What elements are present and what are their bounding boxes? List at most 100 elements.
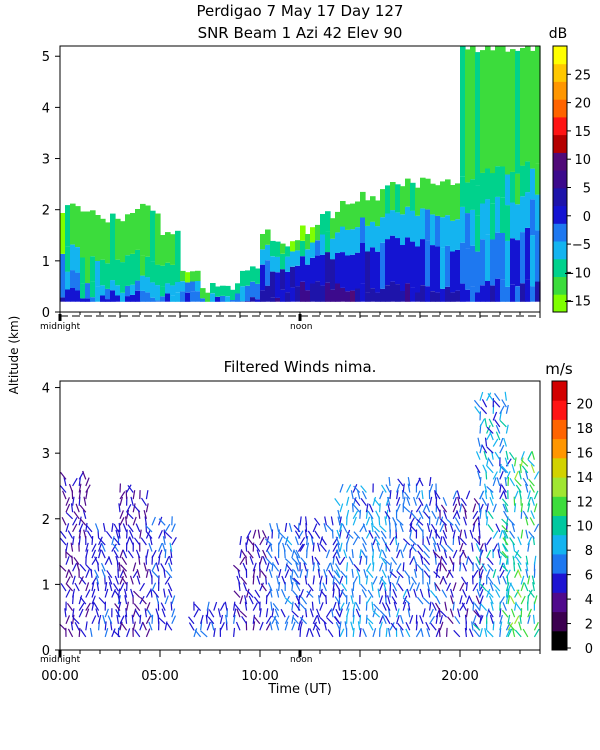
wind-barb <box>403 491 411 500</box>
wind-barb <box>323 523 327 533</box>
snr-heatmap-cell <box>345 255 351 292</box>
wind-barb <box>286 543 293 552</box>
snr-heatmap-cell <box>165 232 171 263</box>
wind-barb <box>499 490 505 500</box>
wind-barb <box>70 621 74 631</box>
snr-heatmap-cell <box>425 178 431 210</box>
wind-barb <box>381 569 387 579</box>
wind-barb <box>371 522 374 532</box>
snr-y-tick-label: 2 <box>42 204 50 219</box>
wind-barb <box>370 516 374 526</box>
wind-barb <box>291 614 295 624</box>
wind-barb <box>522 477 529 487</box>
wind-barb <box>449 523 454 533</box>
wind-barb <box>504 391 507 401</box>
wind-barb <box>477 437 481 447</box>
wind-barb <box>145 602 151 611</box>
wind-barb <box>502 503 507 513</box>
wind-barb <box>320 590 327 598</box>
wind-barb <box>284 621 289 631</box>
wind-barb <box>65 542 69 552</box>
snr-heatmap-cell <box>390 281 396 302</box>
wind-barb <box>119 491 126 500</box>
wind-barb <box>479 595 484 605</box>
wind-barb <box>499 555 502 565</box>
wind-barb <box>151 549 157 559</box>
winds-colorbar-swatch <box>552 553 567 574</box>
wind-barb <box>404 570 411 579</box>
wind-barb <box>409 524 417 533</box>
wind-barb <box>459 537 467 546</box>
wind-barb <box>94 569 100 579</box>
snr-heatmap-cell <box>490 203 496 240</box>
wind-barb <box>479 418 485 428</box>
wind-barb <box>289 575 293 585</box>
snr-heatmap-cell <box>500 166 506 198</box>
wind-barb <box>381 602 387 611</box>
snr-colorbar-swatch <box>553 63 567 82</box>
wind-barb <box>435 614 439 624</box>
wind-barb <box>462 589 467 598</box>
wind-barb <box>514 551 522 559</box>
wind-barb <box>143 509 147 519</box>
wind-barb <box>72 523 78 533</box>
snr-heatmap-cell <box>385 239 391 286</box>
wind-barb <box>351 549 354 559</box>
wind-barb <box>91 549 97 559</box>
wind-barb <box>271 608 275 618</box>
wind-barb <box>104 621 107 631</box>
wind-barb <box>294 530 301 539</box>
snr-heatmap-cell <box>395 184 401 213</box>
wind-barb <box>418 510 424 520</box>
wind-barb <box>392 589 398 598</box>
wind-barb <box>284 562 288 572</box>
x-axis-label: Time (UT) <box>267 682 332 697</box>
wind-barb <box>459 529 463 539</box>
wind-barb <box>353 485 361 493</box>
wind-barb <box>331 608 334 618</box>
wind-barb <box>515 484 522 493</box>
snr-heatmap-cell <box>260 264 266 291</box>
snr-heatmap-cell <box>135 209 141 250</box>
snr-y-tick-label: 1 <box>42 255 50 270</box>
wind-barb <box>65 512 74 520</box>
wind-barb <box>465 490 471 500</box>
wind-barb <box>333 570 341 579</box>
wind-barb <box>140 497 147 507</box>
wind-barb <box>474 603 481 611</box>
wind-barb <box>134 609 141 618</box>
snr-heatmap-cell <box>490 239 496 286</box>
wind-barb <box>132 516 137 526</box>
snr-heatmap-cell <box>455 183 461 220</box>
wind-barb <box>111 543 117 552</box>
snr-heatmap-cell <box>130 254 136 285</box>
wind-barb <box>459 602 466 611</box>
wind-barb <box>517 562 522 572</box>
wind-barb <box>107 615 113 625</box>
wind-barb <box>127 550 134 559</box>
snr-heatmap-cell <box>175 261 181 282</box>
midnight-marker <box>58 314 62 321</box>
snr-heatmap-cell <box>535 194 541 231</box>
wind-barb <box>435 595 441 605</box>
wind-barb <box>415 490 421 500</box>
wind-barb <box>475 563 481 572</box>
snr-heatmap-cell <box>355 252 361 289</box>
wind-barb <box>270 601 273 611</box>
wind-barb <box>495 424 501 434</box>
wind-barb <box>66 602 74 611</box>
wind-barb <box>139 529 142 539</box>
wind-barb <box>332 582 335 592</box>
wind-barb <box>492 543 498 552</box>
wind-barb <box>368 622 374 631</box>
snr-heatmap-cell <box>515 50 521 174</box>
wind-barb <box>164 523 171 533</box>
snr-heatmap-cell <box>200 298 206 302</box>
wind-barb <box>406 497 411 506</box>
wind-barb <box>365 596 372 605</box>
wind-barb <box>200 630 208 638</box>
wind-barb <box>59 564 67 572</box>
wind-barb <box>113 550 119 559</box>
wind-barb <box>499 596 506 605</box>
wind-barb <box>65 497 70 506</box>
